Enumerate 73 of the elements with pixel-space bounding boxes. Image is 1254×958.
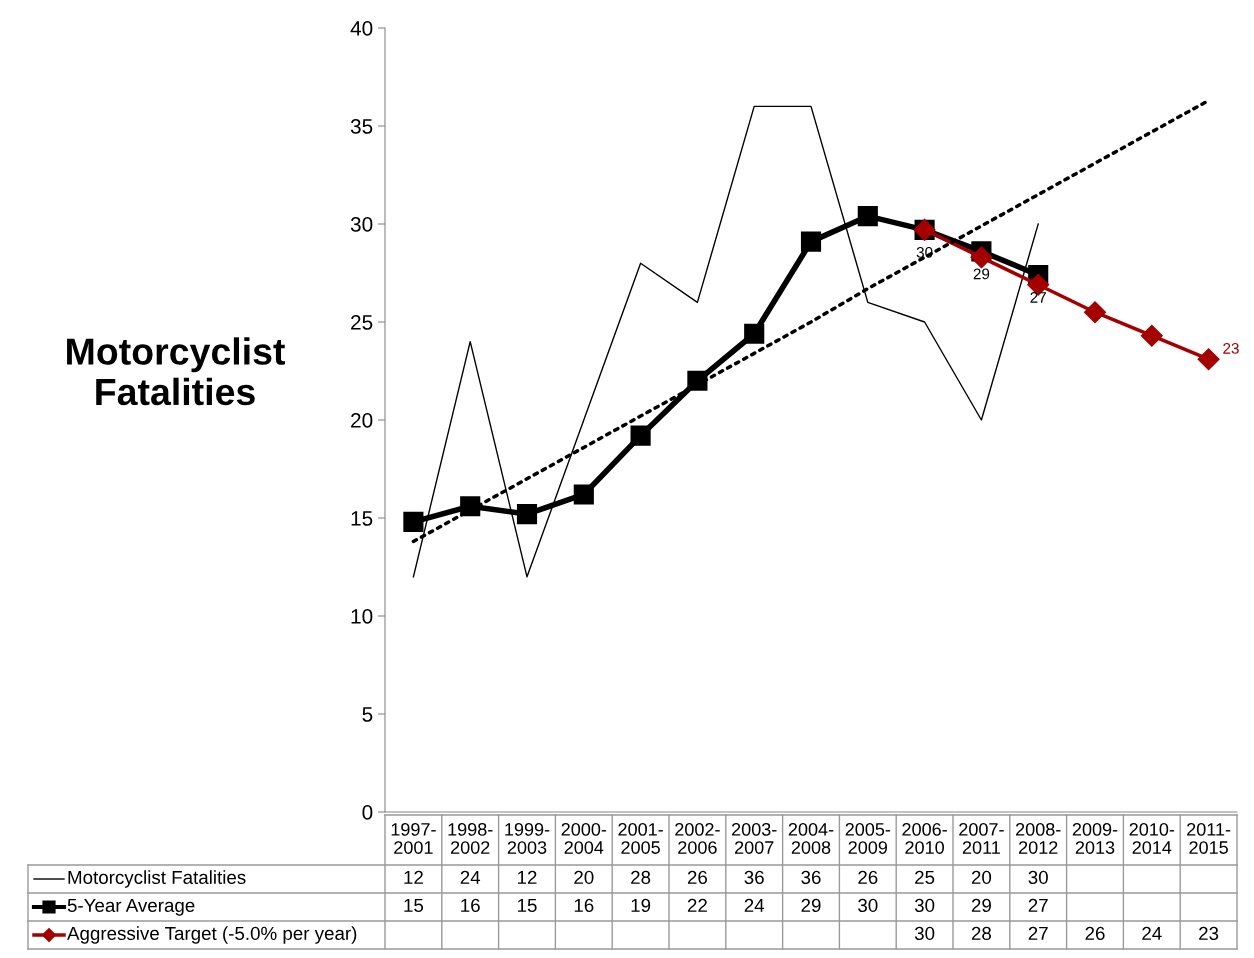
- y-tick-label: 10: [351, 609, 373, 624]
- x-tick-label: 2009-2013: [1072, 822, 1118, 854]
- data-label: 30: [1028, 870, 1048, 885]
- data-label: 29: [971, 898, 991, 913]
- x-tick-label: 2011-2015: [1187, 822, 1231, 854]
- y-tick-label: 30: [350, 217, 373, 232]
- x-tick-label: 2002-2006: [675, 822, 720, 854]
- y-tick-label: 25: [351, 315, 373, 330]
- x-tick-label: 2008-2012: [1016, 822, 1061, 854]
- point: [857, 206, 878, 227]
- x-tick-label: 2010-2014: [1129, 822, 1175, 854]
- y-tick-label: 15: [351, 511, 373, 526]
- data-label: 19: [631, 898, 651, 913]
- data-label: 26: [858, 870, 878, 885]
- point: [1140, 324, 1163, 347]
- annotation: 30: [916, 246, 933, 258]
- data-label: 30: [914, 898, 935, 913]
- data-label: 16: [461, 898, 480, 913]
- y-tick-label: 0: [362, 805, 373, 820]
- x-tick-label: 1998-2002: [448, 822, 493, 854]
- data-label: 27: [1028, 926, 1048, 940]
- y-tick-label: 35: [350, 119, 373, 134]
- x-tick-label: 2000-2004: [561, 822, 607, 854]
- data-label: 25: [915, 870, 935, 885]
- point: [1197, 348, 1220, 371]
- data-label: 24: [460, 870, 481, 884]
- data-label: 22: [687, 898, 707, 912]
- y-tick-label: 5: [362, 707, 373, 722]
- annotation: 23: [1223, 343, 1239, 354]
- point: [630, 425, 651, 446]
- point: [516, 504, 538, 525]
- annotation: 29: [973, 268, 990, 280]
- y-tick-label: 20: [351, 413, 373, 428]
- point: [800, 231, 822, 252]
- data-label: 16: [574, 898, 594, 913]
- legend-label: 5-Year Average: [67, 898, 195, 916]
- data-label: 23: [1199, 926, 1219, 941]
- data-label: 24: [1142, 926, 1162, 940]
- data-label: 27: [1028, 898, 1048, 912]
- point: [403, 511, 424, 532]
- y-tick-label: 40: [350, 21, 373, 36]
- data-label: 20: [971, 870, 992, 885]
- data-label: 15: [518, 898, 537, 913]
- data-label: 28: [971, 926, 992, 941]
- x-tick-label: 2005-2009: [845, 822, 891, 854]
- x-tick-label: 1997-2001: [391, 822, 436, 854]
- text: Motorcyclist Fatalities: [67, 337, 285, 406]
- data-label: 36: [801, 870, 821, 885]
- data-label: 30: [914, 926, 935, 941]
- data-label: 26: [1085, 926, 1105, 941]
- data-label: 12: [404, 870, 423, 884]
- x-tick-label: 2003-2007: [732, 822, 777, 854]
- data-label: 30: [858, 898, 878, 913]
- data-label: 26: [687, 870, 707, 885]
- legend-label: Motorcyclist Fatalities: [68, 870, 246, 888]
- data-label: 12: [518, 870, 537, 884]
- x-tick-label: 2006-2010: [902, 822, 947, 854]
- legend-label: Aggressive Target (-5.0% per year): [67, 926, 357, 944]
- point: [1084, 301, 1106, 324]
- point: [744, 323, 765, 344]
- point: [573, 484, 594, 505]
- data-label: 29: [801, 898, 821, 913]
- data-label: 36: [744, 870, 764, 885]
- data-label: 20: [574, 870, 594, 885]
- annotation: 27: [1030, 292, 1046, 303]
- data-label: 15: [404, 898, 424, 913]
- data-label: 28: [631, 870, 651, 885]
- point: [970, 246, 993, 269]
- x-tick-label: 2007-2011: [959, 822, 1004, 854]
- data-label: 24: [744, 898, 765, 912]
- x-tick-label: 2001-2005: [618, 822, 663, 854]
- x-tick-label: 2004-2008: [788, 822, 834, 854]
- x-tick-label: 1999-2003: [505, 822, 550, 854]
